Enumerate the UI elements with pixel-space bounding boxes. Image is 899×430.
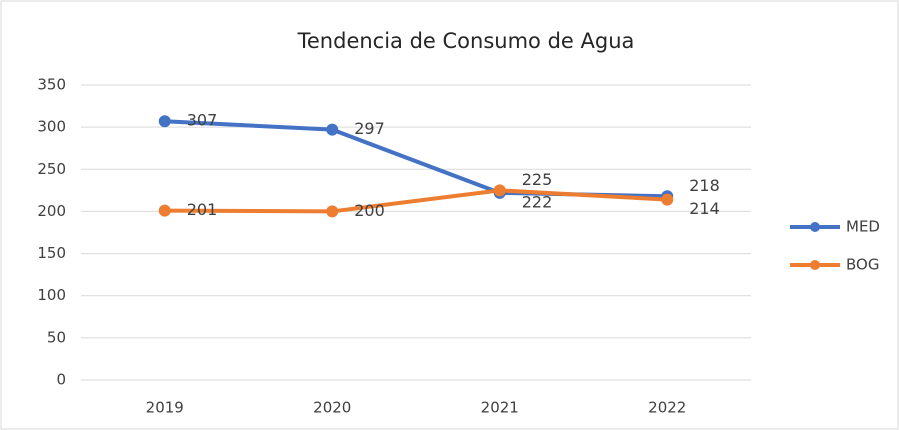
- data-label: 201: [187, 200, 218, 219]
- x-tick-label: 2020: [313, 399, 351, 417]
- y-tick-label: 0: [56, 371, 66, 389]
- y-tick-label: 250: [37, 160, 66, 178]
- data-label: 218: [689, 176, 720, 195]
- point: [158, 115, 171, 128]
- legend-label: BOG: [846, 256, 879, 274]
- legend-marker: [810, 260, 820, 270]
- y-tick-label: 50: [47, 328, 66, 346]
- x-tick-label: 2021: [481, 399, 519, 417]
- x-tick-label: 2022: [648, 399, 686, 417]
- y-tick-label: 150: [37, 244, 66, 262]
- data-label: 222: [522, 192, 553, 211]
- line: [164, 188, 668, 214]
- chart-title: Tendencia de Consumo de Agua: [297, 29, 635, 53]
- y-tick-label: 300: [37, 118, 66, 136]
- data-label: 200: [354, 201, 385, 220]
- point: [493, 184, 506, 197]
- point: [326, 123, 339, 136]
- point: [158, 204, 171, 217]
- point: [326, 205, 339, 218]
- data-label: 307: [187, 111, 218, 130]
- legend-marker: [810, 222, 820, 232]
- data-label: 214: [689, 199, 720, 218]
- data-label: 225: [522, 170, 553, 189]
- point: [661, 193, 674, 206]
- data-label: 297: [354, 119, 385, 138]
- y-tick-label: 200: [37, 202, 66, 220]
- y-tick-label: 100: [37, 286, 66, 304]
- legend-label: MED: [846, 218, 880, 236]
- y-tick-label: 350: [37, 76, 66, 94]
- x-tick-label: 2019: [146, 399, 184, 417]
